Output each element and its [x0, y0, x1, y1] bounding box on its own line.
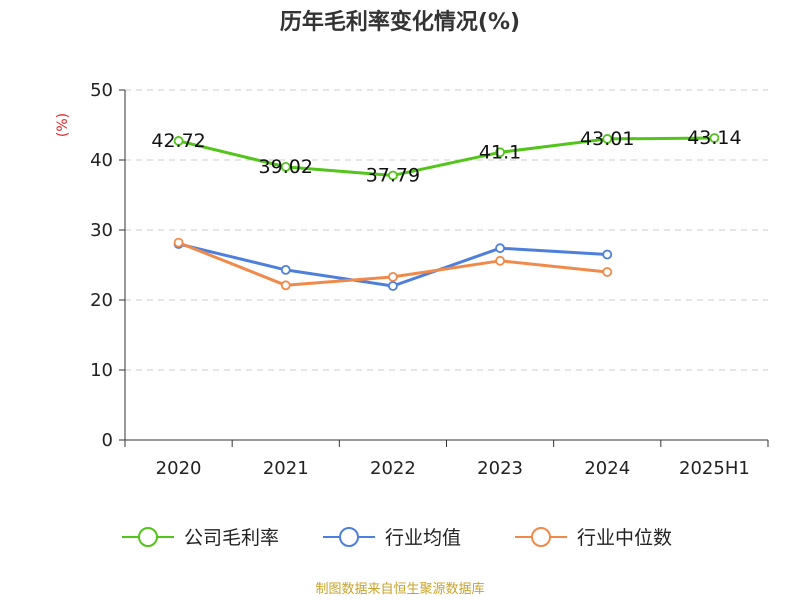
data-point [280, 264, 291, 275]
data-point [495, 147, 505, 158]
y-tick-label: 40 [90, 150, 113, 171]
data-label: 43.01 [580, 128, 634, 150]
series-line [178, 136, 715, 177]
x-tick-label: 2022 [370, 458, 416, 479]
legend-label: 公司毛利率 [184, 527, 279, 549]
data-point [173, 237, 184, 248]
legend-swatch-marker [531, 527, 551, 547]
data-point [602, 249, 613, 260]
legend-label: 行业中位数 [577, 527, 672, 549]
data-point [280, 161, 291, 172]
data-label: 39.02 [259, 156, 313, 178]
data-point [280, 280, 291, 291]
x-tick-label: 2024 [584, 458, 630, 479]
chart-title: 历年毛利率变化情况(%) [279, 10, 521, 35]
y-tick-label: 10 [90, 360, 113, 381]
data-point [388, 271, 398, 282]
x-tick-label: 2023 [477, 458, 523, 479]
y-tick-label: 30 [90, 220, 113, 241]
data-point [602, 134, 613, 144]
x-tick-label: 2021 [263, 458, 309, 479]
data-point [495, 243, 505, 254]
data-label: 43.14 [687, 127, 741, 149]
data-label: 41.1 [479, 141, 521, 163]
y-tick-label: 20 [90, 290, 113, 311]
y-tick-label: 50 [90, 80, 113, 101]
x-tick-label: 2020 [156, 458, 202, 479]
y-axis-label: (%) [55, 113, 71, 137]
data-point [388, 281, 398, 291]
legend-swatch-marker [138, 527, 158, 547]
legend-swatch-marker [339, 527, 359, 547]
data-point [495, 255, 505, 266]
data-point [173, 136, 184, 146]
data-point [709, 133, 720, 143]
data-point [388, 170, 398, 181]
data-label: 37.79 [366, 164, 420, 186]
legend-label: 行业均值 [385, 527, 461, 549]
x-tick-label: 2025H1 [679, 458, 750, 479]
data-point [602, 267, 613, 277]
y-tick-label: 0 [102, 430, 113, 451]
data-label: 42.72 [151, 130, 205, 152]
data-source-note: 制图数据来自恒生聚源数据库 [315, 582, 485, 597]
